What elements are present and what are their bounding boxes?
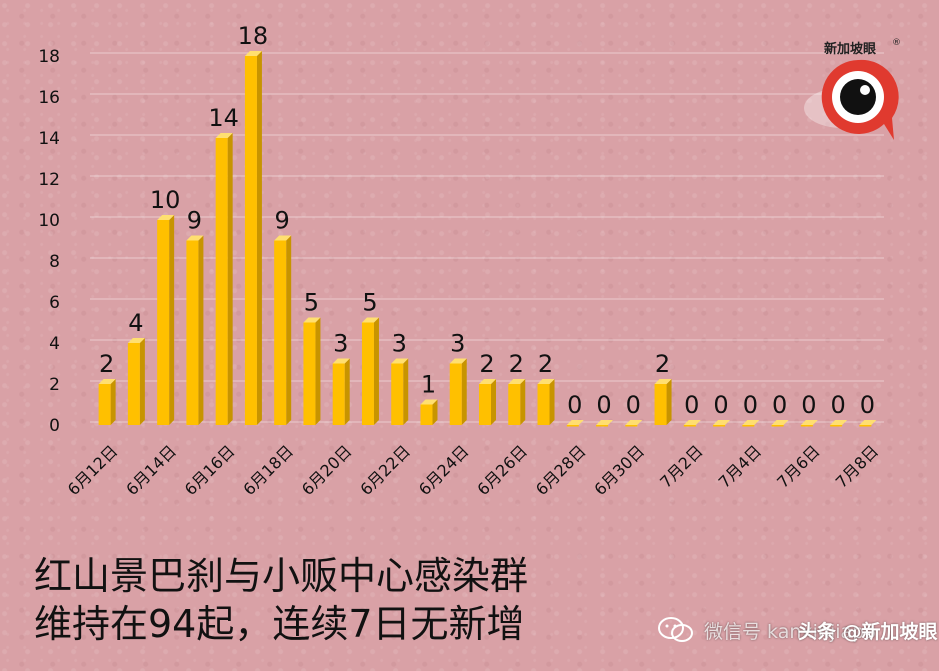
caption-line-1: 红山景巴刹与小贩中心感染群 [34, 554, 529, 598]
bar [303, 317, 321, 425]
data-label: 0 [801, 391, 816, 419]
x-tick-label: 7月4日 [715, 441, 765, 491]
data-label: 1 [421, 371, 436, 399]
data-label: 0 [567, 391, 582, 419]
x-axis-tick-labels: 6月12日 6月14日 6月16日 6月18日 6月20日 6月22日 6月24日 6月26日… [64, 441, 882, 499]
x-tick-label: 6月14日 [122, 441, 180, 499]
y-tick-label: 6 [49, 293, 60, 313]
x-tick-label: 6月16日 [181, 441, 239, 499]
data-label: 0 [772, 391, 787, 419]
eye-logo-icon [804, 59, 899, 140]
caption: 红山景巴刹与小贩中心感染群 维持在94起，连续7日无新增 [34, 552, 528, 648]
caption-line-2: 维持在94起，连续7日无新增 [34, 602, 525, 646]
data-label: 3 [392, 330, 407, 358]
bar [566, 420, 584, 427]
x-tick-label: 6月12日 [64, 441, 122, 499]
x-tick-label: 6月26日 [473, 441, 531, 499]
brand-logo: 新加坡眼 ® [802, 36, 914, 146]
bar [683, 420, 701, 427]
data-label: 14 [208, 104, 239, 132]
bar [654, 379, 672, 425]
data-label: 9 [275, 207, 290, 235]
bar [742, 420, 760, 427]
bar [625, 420, 643, 427]
watermark: 微信号 kanxinjiapo 头条 @新加坡眼 [656, 615, 937, 645]
data-label: 4 [128, 309, 143, 337]
y-tick-label: 10 [38, 211, 60, 231]
data-label: 5 [304, 289, 319, 317]
data-label: 3 [450, 330, 465, 358]
bar [157, 215, 175, 425]
x-tick-label: 6月24日 [415, 441, 473, 499]
data-label: 2 [538, 350, 553, 378]
bar [127, 338, 145, 425]
data-label: 18 [238, 22, 269, 50]
y-axis-tick-labels: 0 2 4 6 8 10 12 14 16 18 [38, 47, 60, 436]
data-label: 5 [362, 289, 377, 317]
bar [420, 399, 438, 425]
data-label: 2 [99, 350, 114, 378]
data-label: 0 [684, 391, 699, 419]
registered-mark: ® [892, 38, 901, 48]
bar [830, 420, 848, 427]
data-label: 0 [830, 391, 845, 419]
wechat-icon [658, 617, 693, 642]
data-label: 0 [860, 391, 875, 419]
bars [98, 51, 877, 427]
bar [332, 358, 350, 425]
bar [449, 358, 467, 425]
x-tick-label: 7月6日 [773, 441, 823, 491]
bar [361, 317, 379, 425]
x-tick-label: 6月18日 [239, 441, 297, 499]
toutiao-handle: 头条 @新加坡眼 [797, 620, 938, 643]
y-tick-label: 4 [49, 334, 60, 354]
logo-text: 新加坡眼 [824, 42, 877, 57]
x-tick-label: 6月22日 [356, 441, 414, 499]
data-label: 2 [655, 350, 670, 378]
data-label: 0 [626, 391, 641, 419]
bar [98, 379, 116, 425]
bar [215, 133, 233, 425]
wechat-id: 微信号 kanxinjiapo [704, 620, 876, 643]
bar [186, 235, 204, 425]
data-label: 0 [596, 391, 611, 419]
x-tick-label: 6月30日 [590, 441, 648, 499]
data-label: 2 [509, 350, 524, 378]
data-label: 9 [187, 207, 202, 235]
y-tick-label: 12 [38, 170, 60, 190]
y-tick-label: 16 [38, 88, 60, 108]
bar [537, 379, 555, 425]
bar [391, 358, 409, 425]
x-tick-label: 6月28日 [532, 441, 590, 499]
data-label: 0 [743, 391, 758, 419]
x-tick-label: 7月2日 [656, 441, 706, 491]
x-tick-label: 7月8日 [832, 441, 882, 491]
bar [800, 420, 818, 427]
bar [859, 420, 877, 427]
x-tick-label: 6月20日 [298, 441, 356, 499]
bar [508, 379, 526, 425]
bar [596, 420, 614, 427]
bar [713, 420, 731, 427]
bar [479, 379, 496, 425]
y-tick-label: 14 [38, 129, 60, 149]
data-label: 3 [333, 330, 348, 358]
data-label: 10 [150, 186, 181, 214]
bar [771, 420, 789, 427]
y-tick-label: 8 [49, 252, 60, 272]
y-tick-label: 18 [38, 47, 60, 67]
bar [244, 51, 262, 425]
y-tick-label: 2 [49, 375, 60, 395]
data-label: 0 [713, 391, 728, 419]
bar [274, 235, 292, 425]
y-tick-label: 0 [49, 416, 60, 436]
data-label: 2 [479, 350, 494, 378]
